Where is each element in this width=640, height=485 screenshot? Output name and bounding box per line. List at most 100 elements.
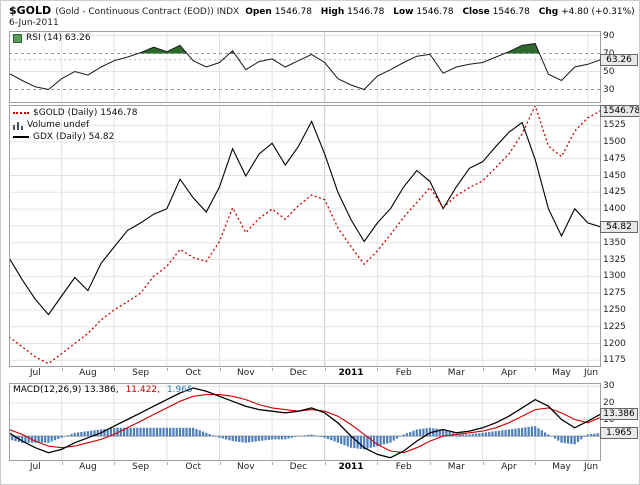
month-label: Jul [29, 462, 41, 472]
y-axis-label: 1450 [603, 170, 626, 181]
month-tick [324, 462, 326, 465]
macd-label-main: MACD(12,26,9) 13.386, [13, 385, 119, 395]
y-axis-label: 1225 [603, 321, 626, 332]
y-axis-label: 90 [603, 30, 615, 41]
quote-open-label: Open [245, 7, 272, 17]
y-axis-label: 1300 [603, 271, 626, 282]
month-label: Aug [79, 368, 97, 378]
macd-label-hist: 1.965 [166, 385, 193, 395]
quote-low-label: Low [393, 7, 414, 17]
volume-bars-icon [13, 121, 23, 130]
month-tick [430, 462, 431, 465]
y-axis-label: 1200 [603, 338, 626, 349]
rsi-label: RSI (14) 63.26 [13, 33, 91, 43]
macd-panel: MACD(12,26,9) 13.386, 11.422, 1.965 [9, 383, 601, 461]
month-axis: Jul Aug Sep Oct Nov Dec 2011 Feb Mar Apr May Jun [1, 462, 639, 474]
gdx-last-value-box: 54.82 [600, 221, 638, 233]
y-axis-label: 1350 [603, 237, 626, 248]
macd-label: MACD(12,26,9) 13.386, 11.422, 1.965 [13, 385, 193, 395]
month-tick [482, 368, 484, 371]
price-legend: $GOLD (Daily) 1546.78 Volume undef GDX (… [13, 107, 137, 143]
quote-low-value: 1546.78 [416, 7, 454, 17]
month-tick [272, 368, 274, 371]
month-label: Apr [501, 368, 517, 378]
month-tick [587, 462, 589, 465]
y-axis-label: 1425 [603, 187, 626, 198]
month-tick [61, 368, 63, 371]
month-label: Sep [132, 368, 150, 378]
y-axis-label: 30 [603, 381, 615, 392]
symbol-description: (Gold - Continuous Contract (EOD)) INDX [55, 7, 240, 17]
month-label: May [552, 462, 571, 472]
red-dotted-line-icon [13, 112, 29, 114]
month-label: Jun [583, 368, 599, 378]
legend-gold: $GOLD (Daily) 1546.78 [13, 107, 137, 119]
macd-hist-value-box: 1.965 [600, 426, 638, 439]
price-plot [9, 105, 601, 367]
month-label: Oct [185, 368, 201, 378]
y-axis-label: 50 [603, 66, 615, 77]
month-label: Jun [583, 462, 599, 472]
month-tick [114, 368, 116, 371]
price-panel: $GOLD (Daily) 1546.78 Volume undef GDX (… [9, 105, 601, 367]
quote-line: Open 1546.78 High 1546.78 Low 1546.78 Cl… [239, 7, 634, 17]
month-tick [219, 462, 221, 465]
y-axis-label: 1275 [603, 288, 626, 299]
month-label: Nov [237, 462, 255, 472]
month-tick [61, 462, 63, 465]
y-axis-label: 1325 [603, 254, 626, 265]
month-tick [272, 462, 274, 465]
black-line-icon [13, 136, 29, 138]
month-label: 2011 [338, 368, 364, 378]
month-label: Apr [501, 462, 517, 472]
gold-last-value-box: 1546.78 [600, 104, 639, 117]
month-axis: Jul Aug Sep Oct Nov Dec 2011 Feb Mar Apr May Jun [1, 368, 639, 380]
macd-label-signal: 11.422, [125, 385, 160, 395]
chart-date: 6-Jun-2011 [9, 18, 59, 28]
month-tick [219, 368, 221, 371]
month-label: Feb [395, 462, 412, 472]
month-label: 2011 [338, 462, 364, 472]
month-label: Oct [185, 462, 201, 472]
quote-open-value: 1546.78 [274, 7, 312, 17]
month-label: Aug [79, 462, 97, 472]
symbol: $GOLD [9, 4, 52, 17]
quote-chg-value: +4.80 (+0.31%) [561, 7, 635, 17]
month-label: Jul [29, 368, 41, 378]
month-tick [587, 368, 589, 371]
legend-volume: Volume undef [13, 119, 137, 131]
legend-gdx-label: GDX (Daily) 54.82 [33, 132, 115, 142]
y-axis-label: 30 [603, 84, 615, 95]
y-axis-label: 1500 [603, 136, 626, 147]
y-axis-label: 20 [603, 397, 615, 408]
month-label: Dec [289, 462, 308, 472]
legend-gold-label: $GOLD (Daily) 1546.78 [33, 108, 138, 118]
rsi-label-text: RSI (14) 63.26 [26, 33, 91, 43]
month-tick [482, 462, 484, 465]
quote-high-label: High [320, 7, 345, 17]
month-tick [114, 462, 116, 465]
macd-last-value-box: 13.386 [600, 407, 638, 420]
month-tick [377, 368, 379, 371]
month-tick [430, 368, 431, 371]
month-tick [535, 368, 537, 371]
y-axis-label: 1175 [603, 355, 626, 366]
month-label: Sep [132, 462, 150, 472]
rsi-plot [9, 31, 601, 103]
month-tick [535, 462, 537, 465]
month-label: Nov [237, 368, 255, 378]
quote-chg-label: Chg [538, 7, 559, 17]
month-label: Feb [395, 368, 412, 378]
rsi-last-value-box: 63.26 [600, 53, 638, 66]
month-tick [166, 462, 168, 465]
month-label: Mar [447, 462, 465, 472]
y-axis-label: 1525 [603, 120, 626, 131]
quote-close-label: Close [462, 7, 490, 17]
legend-volume-label: Volume undef [27, 120, 90, 130]
month-tick [377, 462, 379, 465]
month-label: May [552, 368, 571, 378]
y-axis-label: 1400 [603, 204, 626, 215]
legend-gdx: GDX (Daily) 54.82 [13, 131, 137, 143]
quote-close-value: 1546.78 [492, 7, 530, 17]
